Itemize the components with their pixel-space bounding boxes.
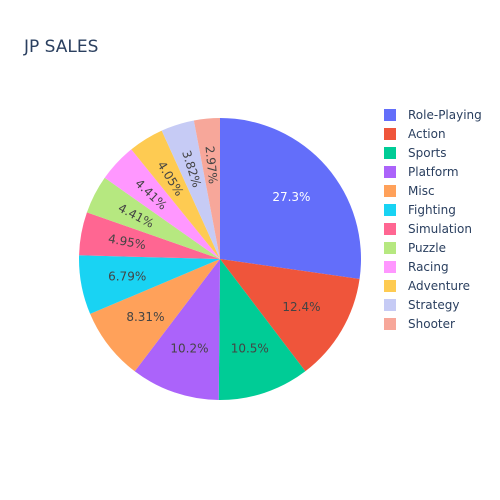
legend-label-misc[interactable]: Misc [408, 184, 435, 198]
legend-swatch-strategy[interactable] [384, 299, 396, 311]
pie-slice-shooter [193, 118, 220, 259]
legend-label-action[interactable]: Action [408, 127, 446, 141]
pie-slice-puzzle [86, 177, 220, 259]
pie-slice-racing [104, 149, 220, 259]
legend-label-fighting[interactable]: Fighting [408, 203, 456, 217]
legend-label-racing[interactable]: Racing [408, 260, 449, 274]
pie-slice-action [220, 259, 360, 372]
pie-slice-simulation [79, 212, 220, 259]
legend-label-strategy[interactable]: Strategy [408, 298, 459, 312]
slice-label-shooter: 2.97% [202, 145, 219, 184]
legend-label-puzzle[interactable]: Puzzle [408, 241, 446, 255]
slice-label-simulation: 4.95% [107, 232, 147, 253]
slice-label-role-playing: 27.3% [272, 190, 310, 204]
slice-label-sports: 10.5% [231, 342, 269, 356]
slice-label-fighting: 6.79% [108, 270, 146, 284]
legend-swatch-simulation[interactable] [384, 223, 396, 235]
legend: Role-Playing Action Sports Platform Misc Figh… [384, 108, 482, 331]
legend-label-sports[interactable]: Sports [408, 146, 446, 160]
slice-label-misc: 8.31% [126, 310, 164, 324]
legend-swatch-misc[interactable] [384, 185, 396, 197]
legend-swatch-puzzle[interactable] [384, 242, 396, 254]
legend-label-shooter[interactable]: Shooter [408, 317, 455, 331]
slice-label-platform: 10.2% [170, 341, 208, 355]
legend-swatch-sports[interactable] [384, 147, 396, 159]
legend-swatch-role-playing[interactable] [384, 109, 396, 121]
legend-swatch-shooter[interactable] [384, 318, 396, 330]
legend-label-role-playing[interactable]: Role-Playing [408, 108, 482, 122]
legend-swatch-adventure[interactable] [384, 280, 396, 292]
legend-swatch-racing[interactable] [384, 261, 396, 273]
legend-swatch-platform[interactable] [384, 166, 396, 178]
legend-label-simulation[interactable]: Simulation [408, 222, 472, 236]
pie-slice-platform [134, 259, 220, 400]
pie-slice-role-playing [220, 118, 361, 280]
legend-label-adventure[interactable]: Adventure [408, 279, 470, 293]
pie-slice-adventure [131, 130, 220, 259]
chart-title: JP SALES [23, 37, 98, 57]
legend-label-platform[interactable]: Platform [408, 165, 459, 179]
pie-slice-sports [218, 259, 306, 401]
pie-slice-fighting [78, 255, 220, 314]
legend-swatch-action[interactable] [384, 128, 396, 140]
legend-swatch-fighting[interactable] [384, 204, 396, 216]
pie-slice-misc [90, 259, 220, 372]
pie-slice-strategy [161, 120, 220, 259]
slice-label-action: 12.4% [282, 300, 320, 314]
pie-slices [78, 118, 361, 401]
